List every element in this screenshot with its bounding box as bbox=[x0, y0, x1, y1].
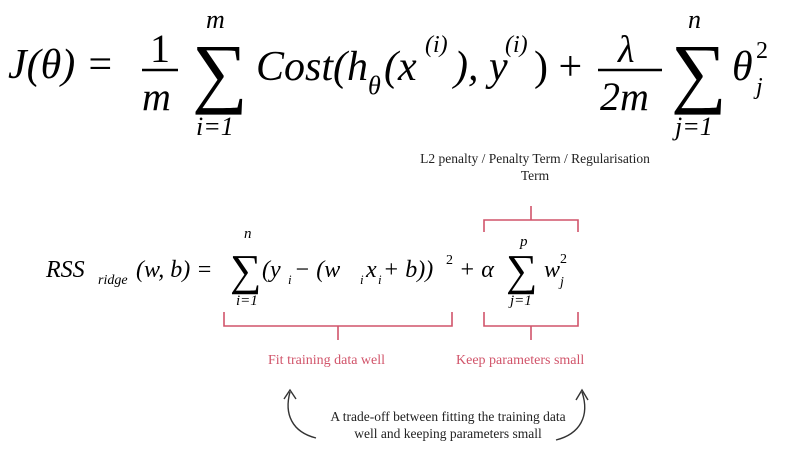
eq2-term1-sub: i bbox=[288, 272, 292, 287]
equation-rss-ridge: RSS ridge (w, b) = n ∑ i=1 (y i − (w i x… bbox=[45, 226, 567, 309]
eq2-w-sub: j bbox=[558, 275, 564, 290]
eq1-sum1-top: m bbox=[206, 5, 225, 34]
equation-cost-function: J(θ) = 1 m m ∑ i=1 Cost(h θ (x (i) ), y … bbox=[8, 5, 768, 141]
eq1-sum2-sigma: ∑ bbox=[671, 28, 727, 115]
tradeoff-arrows bbox=[283, 388, 589, 441]
eq2-sum2-sigma: ∑ bbox=[506, 246, 537, 295]
eq2-term4: + b)) bbox=[383, 257, 433, 283]
eq1-theta-sup: 2 bbox=[756, 38, 768, 64]
eq2-sum1-top: n bbox=[244, 226, 252, 242]
eq1-frac1-num: 1 bbox=[150, 26, 170, 71]
eq2-term2-sub: i bbox=[360, 272, 364, 287]
eq2-sum1-sigma: ∑ bbox=[230, 246, 261, 295]
eq1-y: ), y bbox=[452, 44, 508, 90]
eq1-frac2-den: 2m bbox=[600, 74, 649, 119]
eq2-term4-sup: 2 bbox=[446, 253, 453, 268]
eq1-sum2-bot: j=1 bbox=[672, 112, 713, 141]
eq2-term1: (y bbox=[262, 257, 281, 283]
right-curved-arrow bbox=[555, 391, 586, 441]
keep-params-label: Keep parameters small bbox=[456, 353, 585, 368]
eq2-plus-alpha: + α bbox=[459, 257, 494, 283]
penalty-term-label: L2 penalty / Penalty Term / Regularisati… bbox=[420, 151, 650, 183]
brackets bbox=[223, 206, 579, 340]
eq1-sum1-bot: i=1 bbox=[196, 112, 234, 141]
eq1-cost-sub: θ bbox=[368, 71, 381, 100]
left-curved-arrow bbox=[287, 391, 317, 439]
eq1-x-sup: (i) bbox=[425, 32, 448, 58]
eq2-w: w bbox=[544, 257, 560, 283]
eq2-args: (w, b) = bbox=[136, 257, 212, 283]
eq1-theta-sub: j bbox=[753, 74, 763, 100]
eq1-lhs: J(θ) = bbox=[8, 42, 114, 88]
fit-bracket-bottom bbox=[223, 312, 453, 327]
eq2-sum2-top: p bbox=[519, 234, 528, 250]
eq1-frac1-den: m bbox=[142, 74, 171, 119]
eq2-rss: RSS bbox=[45, 257, 85, 283]
left-arrow-head bbox=[283, 388, 297, 400]
eq2-term3-sub: i bbox=[378, 272, 382, 287]
eq1-sum1-sigma: ∑ bbox=[192, 28, 248, 115]
eq2-sum1-bot: i=1 bbox=[236, 293, 258, 309]
eq1-theta: θ bbox=[732, 44, 753, 90]
eq1-x: (x bbox=[384, 44, 417, 90]
right-arrow-head bbox=[575, 388, 589, 401]
eq1-cost: Cost(h bbox=[256, 44, 368, 90]
eq2-w-sup: 2 bbox=[560, 252, 567, 267]
eq1-close-plus: ) + bbox=[534, 44, 582, 90]
eq2-term2: − (w bbox=[294, 257, 340, 283]
eq2-sum2-bot: j=1 bbox=[508, 293, 532, 309]
eq1-frac2-num: λ bbox=[617, 29, 634, 71]
eq1-y-sup: (i) bbox=[505, 32, 528, 58]
fit-training-label: Fit training data well bbox=[268, 353, 386, 368]
eq2-term3: x bbox=[365, 257, 377, 283]
penalty-bracket-top bbox=[483, 219, 579, 232]
eq2-rss-sub: ridge bbox=[98, 273, 128, 288]
penalty-bracket-bottom bbox=[483, 312, 579, 327]
tradeoff-note: A trade-off between fitting the training… bbox=[330, 409, 566, 441]
eq1-sum2-top: n bbox=[688, 5, 701, 34]
